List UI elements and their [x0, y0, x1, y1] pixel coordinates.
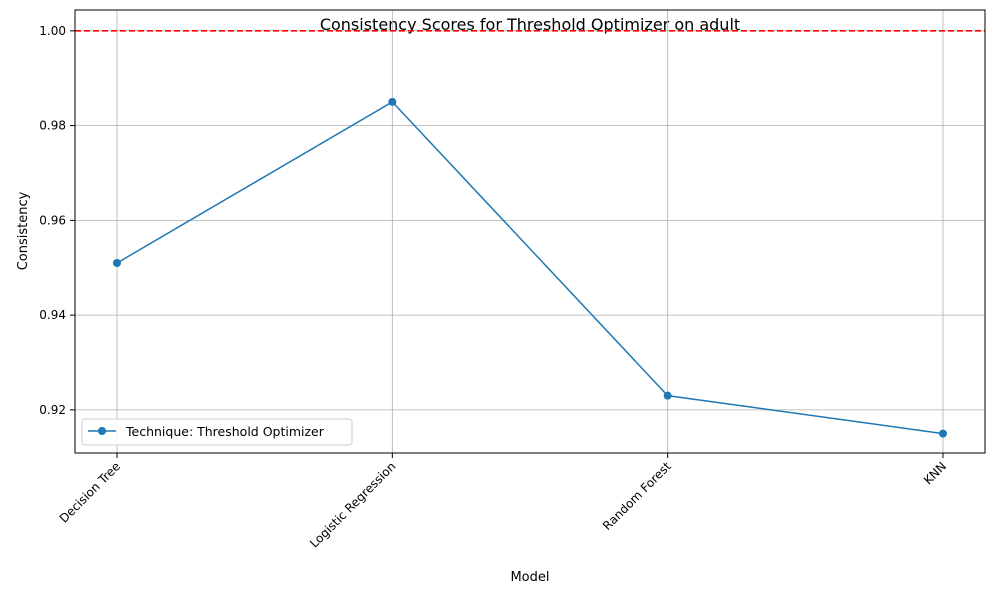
- y-ticks: 0.92 0.94 0.96 0.98 1.00: [39, 24, 75, 417]
- y-axis-label: Consistency: [16, 191, 31, 270]
- y-tick-label: 0.94: [39, 308, 66, 322]
- legend-marker-swatch: [98, 427, 106, 435]
- data-point: [939, 429, 947, 438]
- series-group: [113, 97, 947, 438]
- legend-label: Technique: Threshold Optimizer: [125, 424, 325, 439]
- chart-title: Consistency Scores for Threshold Optimiz…: [320, 15, 740, 34]
- y-tick-label: 1.00: [39, 24, 66, 38]
- legend-box: [81, 418, 353, 446]
- data-point: [663, 391, 672, 400]
- y-tick-label: 0.92: [39, 403, 66, 417]
- x-axis-label: Model: [510, 570, 549, 585]
- y-tick-label: 0.96: [39, 213, 66, 227]
- data-point: [113, 259, 121, 268]
- plot-frame: [74, 9, 986, 454]
- y-tick-label: 0.98: [39, 119, 66, 133]
- data-point: [388, 97, 397, 106]
- series-line: [116, 100, 944, 435]
- legend: Technique: Threshold Optimizer: [81, 418, 353, 446]
